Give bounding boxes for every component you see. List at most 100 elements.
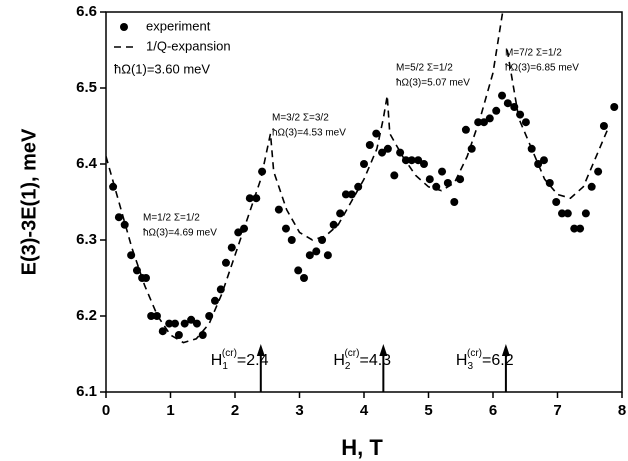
x-tick-label: 2 [231, 402, 239, 419]
data-point [341, 190, 350, 199]
y-tick-label: 6.5 [76, 79, 97, 96]
data-point [141, 274, 150, 282]
arrow-head [501, 344, 510, 356]
data-point [372, 129, 381, 138]
data-point [419, 160, 428, 168]
annotation: M=1/2 Σ=1/2 [143, 213, 200, 224]
arrow-label-part: 1 [222, 361, 228, 372]
data-point [360, 160, 368, 168]
data-point [414, 156, 423, 165]
fit-line [106, 12, 610, 344]
y-axis-title: E(3)-3E(1), meV [18, 128, 40, 275]
x-tick-label: 5 [424, 402, 432, 419]
data-point [570, 224, 579, 233]
x-tick-label: 1 [166, 402, 174, 419]
x-tick-label: 6 [489, 402, 497, 419]
data-point [610, 103, 619, 111]
annotation: ħΩ(3)=4.69 meV [143, 228, 217, 239]
data-point [294, 266, 303, 275]
data-point [245, 194, 254, 203]
arrow-label-part: (cr) [467, 348, 482, 359]
data-point [312, 247, 321, 256]
arrow-label-part: =4.3 [359, 352, 391, 369]
data-point [492, 106, 501, 115]
arrow-label-part: =6.2 [482, 352, 514, 369]
arrow-label-part: 3 [467, 361, 473, 372]
legend-note: ħΩ(1)=3.60 meV [114, 61, 210, 76]
arrow-label: H2 (cr)=4.3 [333, 348, 391, 372]
data-point [594, 167, 603, 176]
arrow-head [256, 344, 265, 356]
data-point [180, 319, 189, 328]
data-point [407, 156, 416, 165]
data-point [390, 171, 399, 180]
data-point [305, 251, 314, 260]
data-point [274, 205, 283, 214]
data-point [461, 125, 470, 134]
data-point [396, 148, 405, 157]
data-point [503, 99, 512, 108]
legend-marker [120, 23, 128, 31]
data-point [552, 198, 561, 206]
legend-label: 1/Q-expansion [146, 38, 231, 53]
data-point [587, 182, 596, 191]
data-point [485, 114, 494, 123]
annotation: M=7/2 Σ=1/2 [505, 48, 562, 59]
data-point [479, 118, 488, 127]
data-point [252, 194, 261, 203]
plot-area [106, 12, 619, 344]
data-point [599, 122, 608, 130]
data-point [187, 315, 196, 324]
annotation: M=3/2 Σ=3/2 [272, 113, 329, 124]
x-tick-label: 7 [553, 402, 561, 419]
data-point [432, 182, 441, 191]
y-tick-label: 6.2 [76, 307, 97, 324]
annotation: ħΩ(3)=5.07 meV [396, 78, 470, 89]
data-point [558, 209, 567, 218]
data-point [425, 175, 434, 184]
data-point [378, 148, 387, 157]
data-point [132, 266, 141, 275]
arrow-label-part: H [211, 352, 223, 369]
x-tick-label: 4 [360, 402, 369, 419]
data-point [456, 175, 465, 184]
arrow-label-part: H [456, 352, 468, 369]
annotation: ħΩ(3)=4.53 meV [272, 128, 346, 139]
data-point [171, 319, 180, 328]
data-point [300, 274, 309, 282]
data-point [109, 182, 118, 191]
y-tick-label: 6.1 [76, 383, 97, 400]
arrow-label-part: (cr) [344, 348, 359, 359]
data-point [347, 190, 356, 199]
data-point [336, 209, 345, 218]
x-axis-title: H, T [341, 435, 383, 460]
data-point [354, 182, 363, 191]
data-point [329, 220, 338, 229]
data-point [438, 167, 447, 176]
y-tick-label: 6.4 [76, 155, 98, 172]
data-point [198, 331, 207, 339]
annotation: ħΩ(3)=6.85 meV [505, 63, 579, 74]
data-point [287, 236, 296, 244]
x-tick-label: 8 [618, 402, 626, 419]
data-point [234, 228, 243, 237]
arrow-head [379, 344, 388, 356]
data-point [467, 144, 476, 153]
data-point [510, 103, 519, 111]
data-point [216, 285, 225, 294]
arrow-label-part: =2.4 [237, 352, 269, 369]
data-point [563, 209, 572, 218]
data-point [281, 224, 290, 233]
data-point [581, 209, 590, 218]
data-point [174, 331, 183, 339]
data-point [192, 319, 201, 328]
annotation: M=5/2 Σ=1/2 [396, 63, 453, 74]
arrow-label: H1 (cr)=2.4 [211, 348, 269, 372]
x-tick-label: 0 [102, 402, 110, 419]
data-point [521, 118, 530, 127]
data-point [158, 327, 167, 336]
data-point [165, 319, 174, 328]
data-point [450, 198, 459, 206]
arrow-label-part: H [333, 352, 345, 369]
